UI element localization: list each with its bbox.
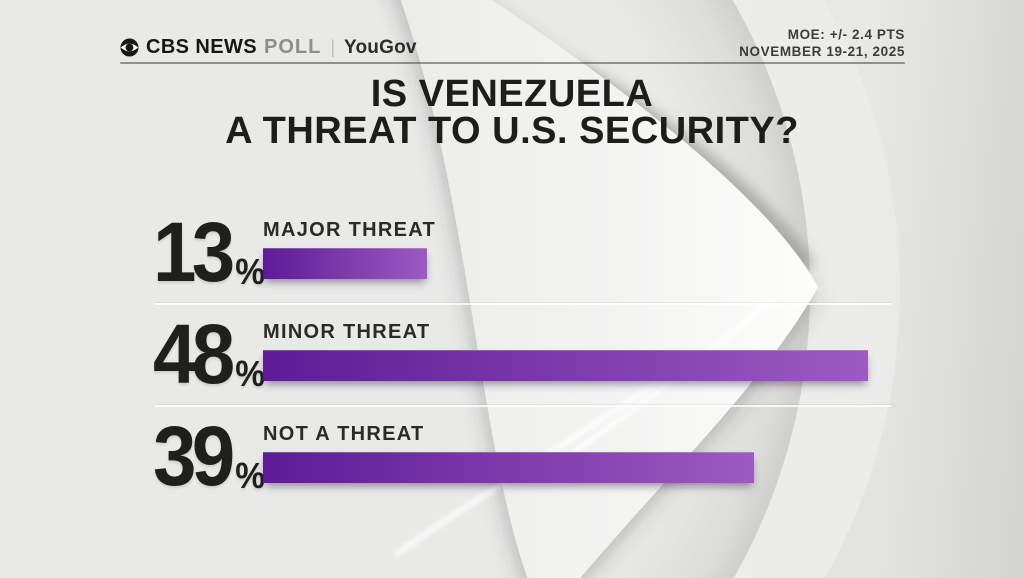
row-separator (155, 303, 891, 305)
brand-yougov: YouGov (344, 36, 417, 58)
bar-chart: 13% MAJOR THREAT 48% MINOR THREAT 39% NOT A T… (153, 0, 900, 578)
category-label: NOT A THREAT (263, 423, 425, 445)
title-line-1: IS VENEZUELA (370, 73, 654, 115)
value-label: 13% (153, 205, 265, 299)
poll-row: 48% MINOR THREAT (153, 307, 900, 417)
category-label: MINOR THREAT (263, 321, 431, 343)
date-text: NOVEMBER 19-21, 2025 (739, 44, 905, 59)
value-label: 39% (153, 409, 265, 503)
bar (263, 248, 427, 279)
title-line-2: A THREAT TO U.S. SECURITY? (225, 110, 799, 152)
page-title: IS VENEZUELA A THREAT TO U.S. SECURITY? (0, 73, 1024, 152)
brand-divider: | (330, 37, 336, 57)
brand-poll: POLL (263, 36, 322, 58)
cbs-eye-icon (120, 38, 139, 57)
bar (263, 452, 754, 483)
category-label: MAJOR THREAT (263, 219, 437, 241)
poll-meta: MOE: +/- 2.4 PTS NOVEMBER 19-21, 2025 (739, 26, 905, 60)
bar (263, 350, 868, 381)
row-separator (155, 405, 891, 407)
header: CBS NEWS POLL | YouGov MOE: +/- 2.4 PTS … (120, 0, 905, 66)
header-rule (120, 62, 905, 64)
percent-sign: % (235, 251, 265, 292)
percent-sign: % (235, 353, 265, 394)
percent-sign: % (235, 455, 265, 496)
value-number: 13 (153, 205, 235, 299)
brand-lockup: CBS NEWS POLL | YouGov (120, 36, 417, 59)
poll-row: 39% NOT A THREAT (153, 409, 900, 519)
brand-cbs-news: CBS NEWS (146, 36, 257, 58)
value-number: 48 (153, 307, 235, 401)
value-label: 48% (153, 307, 265, 401)
moe-text: MOE: +/- 2.4 PTS (787, 27, 905, 42)
value-number: 39 (153, 409, 235, 503)
poll-row: 13% MAJOR THREAT (153, 205, 900, 315)
